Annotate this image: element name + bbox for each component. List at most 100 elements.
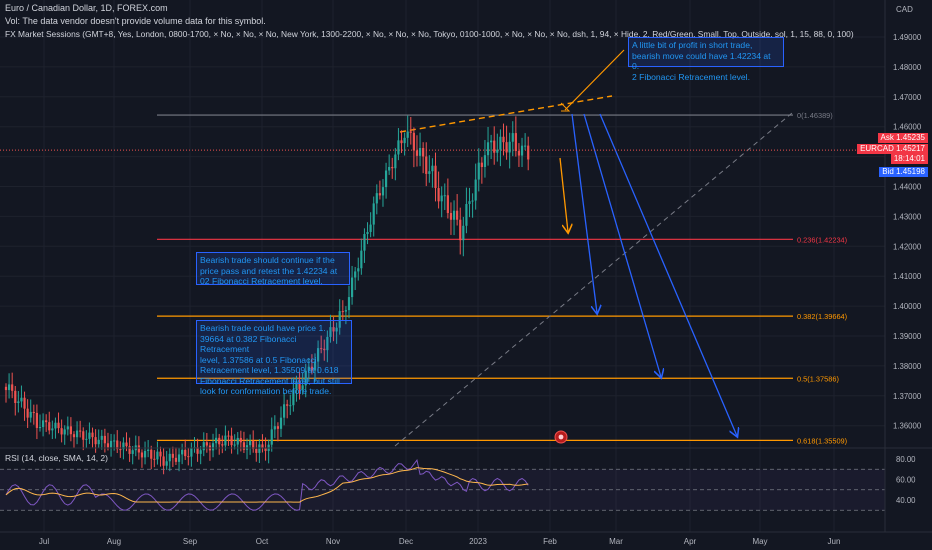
sessions-indicator: FX Market Sessions (GMT+8, Yes, London, … (5, 29, 854, 39)
candle-body-31 (100, 435, 103, 440)
candle-body-79 (249, 440, 252, 446)
candle-body-130 (406, 131, 409, 138)
candle-body-17 (57, 422, 60, 429)
candle-body-105 (329, 327, 332, 337)
candle-body-103 (323, 348, 326, 351)
candle-body-39 (125, 442, 128, 447)
candle-body-81 (255, 448, 258, 453)
candle-body-138 (431, 165, 434, 172)
candle-body-9 (32, 411, 35, 413)
countdown-tag: 18:14:01 (890, 154, 928, 164)
drawing-tools[interactable] (0, 49, 885, 447)
candle-body-64 (202, 442, 205, 451)
note-bottom[interactable]: Bearish trade could have price 1. 39664 … (196, 320, 352, 396)
candle-body-32 (103, 435, 106, 444)
candle-body-159 (496, 149, 499, 153)
candle-body-111 (347, 297, 351, 311)
candle-body-96 (301, 385, 304, 390)
legend-volume[interactable]: Vol: The data vendor doesn't provide vol… (5, 16, 266, 26)
candle-body-90 (283, 404, 286, 418)
candle-body-0 (4, 386, 8, 391)
candle-body-57 (181, 449, 184, 455)
candle-body-33 (106, 443, 110, 448)
candle-body-145 (452, 210, 456, 220)
candle-body-166 (517, 151, 521, 156)
time-tick-8: Mar (609, 537, 623, 546)
candle-body-44 (140, 452, 144, 458)
price-tick-13: 1.36000 (893, 422, 922, 431)
candle-body-55 (174, 457, 178, 462)
candle-body-142 (443, 195, 446, 197)
candle-body-87 (273, 426, 276, 430)
candle-body-51 (162, 456, 165, 466)
grid-lines (0, 0, 885, 532)
candle-body-139 (434, 165, 437, 189)
note-top[interactable]: A little bit of profit in short trade, b… (628, 37, 784, 82)
candle-body-29 (94, 437, 97, 445)
candle-body-137 (428, 171, 431, 174)
candle-body-20 (66, 426, 69, 430)
candle-body-41 (131, 450, 134, 454)
candle-body-152 (474, 179, 477, 201)
fib-label-3: 0.5(1.37586) (797, 374, 839, 383)
candle-body-82 (258, 444, 261, 453)
candle-body-1 (7, 384, 11, 391)
candle-body-129 (403, 137, 406, 144)
resistance-dashed-line (399, 95, 613, 133)
fibonacci-retracement[interactable]: 0(1.46389) 0.236(1.42234) 0.382(1.39664) 0.… (157, 111, 847, 445)
legend-symbol[interactable]: Euro / Canadian Dollar, 1D, FOREX.com (5, 3, 168, 13)
countdown: 18:14:01 (893, 154, 925, 163)
candle-body-65 (205, 442, 208, 446)
rsi-tick-0: 80.00 (896, 455, 916, 464)
candle-body-168 (524, 145, 527, 147)
candle-body-123 (384, 170, 388, 188)
price-tick-9: 1.40000 (893, 302, 922, 311)
candle-body-77 (242, 442, 246, 450)
ask-label: Ask (880, 133, 894, 142)
rsi-legend[interactable]: RSI (14, close, SMA, 14, 2) (5, 453, 108, 463)
legend-sessions[interactable]: FX Market Sessions (GMT+8, Yes, London, … (5, 29, 854, 39)
candle-body-92 (289, 405, 292, 407)
candle-body-59 (187, 456, 190, 458)
candle-body-10 (35, 412, 38, 428)
candle-body-160 (499, 136, 502, 150)
candle-body-158 (493, 140, 496, 153)
rsi-tick-1: 60.00 (896, 476, 916, 485)
candle-body-155 (483, 155, 487, 168)
candle-body-7 (26, 408, 29, 418)
currency-label: CAD (896, 5, 913, 14)
candle-body-112 (350, 277, 354, 298)
callout-line (564, 49, 625, 111)
candle-body-162 (505, 142, 508, 153)
candle-body-12 (41, 420, 45, 428)
candle-body-99 (310, 366, 314, 371)
candle-body-28 (91, 432, 94, 438)
price-tick-2: 1.47000 (893, 93, 922, 102)
candle-body-116 (363, 234, 366, 251)
candle-body-153 (477, 162, 480, 180)
price-tick-7: 1.42000 (893, 242, 922, 251)
price-tick-10: 1.39000 (893, 332, 922, 341)
candle-body-154 (480, 162, 483, 168)
candle-body-26 (85, 438, 88, 440)
ask-tag: Ask 1.45235 (877, 133, 928, 143)
event-icon-dot (558, 434, 564, 440)
note-middle[interactable]: Bearish trade should continue if the pri… (196, 252, 350, 286)
candle-body-53 (168, 453, 171, 462)
candle-body-67 (211, 443, 215, 451)
price-tick-3: 1.46000 (893, 123, 922, 132)
candle-body-8 (29, 411, 32, 418)
candle-body-14 (48, 422, 51, 431)
candle-body-6 (23, 397, 26, 409)
candle-body-73 (230, 435, 233, 446)
time-tick-1: Aug (107, 537, 121, 546)
candle-body-46 (147, 449, 150, 451)
candle-body-143 (446, 195, 449, 214)
fib-label-2: 0.382(1.39664) (797, 312, 847, 321)
candle-body-27 (88, 432, 91, 439)
candle-body-35 (113, 440, 116, 442)
time-tick-5: Dec (399, 537, 413, 546)
candle-body-15 (51, 428, 54, 431)
price-tick-6: 1.43000 (893, 212, 922, 221)
